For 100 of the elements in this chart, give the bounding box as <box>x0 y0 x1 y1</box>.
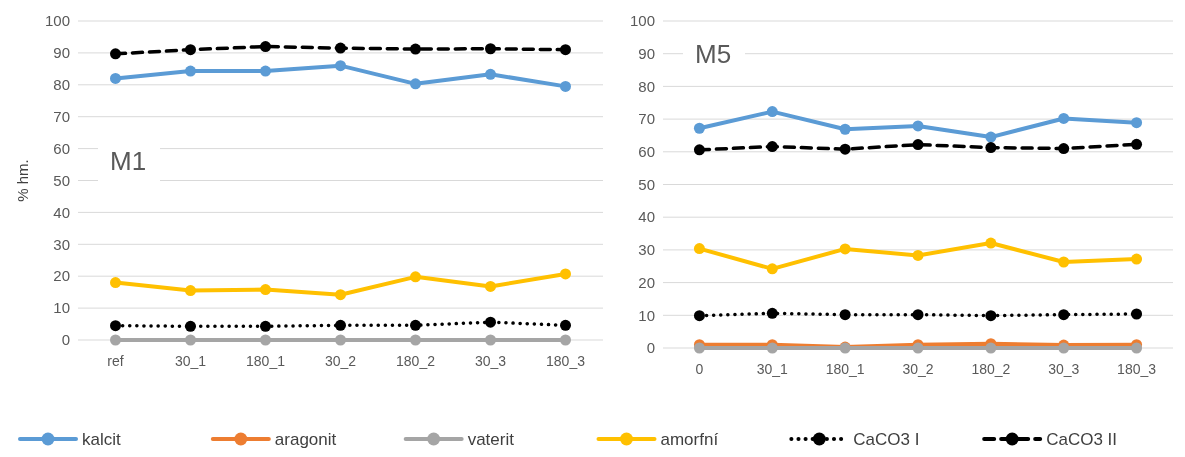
point <box>985 310 997 322</box>
point <box>260 320 271 332</box>
point <box>912 139 924 151</box>
point <box>485 43 496 55</box>
annotation: M1 <box>110 146 147 177</box>
point <box>260 334 271 346</box>
x-tick-label: 0 <box>695 361 704 377</box>
point <box>693 122 705 134</box>
x-tick-label: 180_2 <box>971 361 1011 377</box>
x-tick-label: 30_3 <box>1048 361 1080 377</box>
point <box>335 289 346 301</box>
y-tick-label: 40 <box>638 208 655 226</box>
point <box>185 44 196 56</box>
y-tick-label: 30 <box>638 241 655 259</box>
point <box>110 277 121 289</box>
x-tick-label: ref <box>107 353 124 369</box>
point <box>560 80 571 92</box>
point <box>185 320 196 332</box>
point <box>260 65 271 77</box>
y-tick-label: 10 <box>638 306 655 324</box>
point <box>110 334 121 346</box>
y-tick-label: 0 <box>61 331 70 349</box>
point <box>839 243 851 255</box>
point <box>335 319 346 331</box>
point <box>1131 253 1143 265</box>
x-tick-label: 180_2 <box>396 353 436 369</box>
x-tick-label: 180_3 <box>546 353 586 369</box>
x-tick-label: 180_1 <box>825 361 865 377</box>
y-tick-label: 60 <box>53 139 70 157</box>
y-tick-label: 20 <box>638 273 655 291</box>
point <box>1058 143 1070 155</box>
y-tick-label: 100 <box>629 12 655 30</box>
point <box>485 334 496 346</box>
point <box>410 78 421 90</box>
point <box>485 68 496 80</box>
point <box>560 319 571 331</box>
point <box>985 237 997 249</box>
x-tick-label: 30_2 <box>902 361 934 377</box>
y-tick-label: 90 <box>638 44 655 62</box>
point <box>410 43 421 55</box>
y-tick-label: 80 <box>53 76 70 94</box>
legend-label: vaterit <box>467 429 515 449</box>
point <box>1058 112 1070 124</box>
legend-label: CaCO3 II <box>1046 429 1118 449</box>
point <box>766 141 778 153</box>
point <box>766 307 778 319</box>
point <box>1131 138 1143 150</box>
point <box>766 263 778 275</box>
point <box>1058 256 1070 268</box>
point <box>560 44 571 56</box>
y-tick-label: 100 <box>44 12 70 30</box>
point <box>410 334 421 346</box>
point <box>912 249 924 261</box>
point <box>912 120 924 132</box>
point <box>335 42 346 54</box>
point <box>839 123 851 135</box>
y-tick-label: 10 <box>53 299 70 317</box>
point <box>839 143 851 155</box>
y-tick-label: 70 <box>638 110 655 128</box>
point <box>485 316 496 328</box>
y-tick-label: 70 <box>53 107 70 125</box>
x-tick-label: 180_1 <box>246 353 286 369</box>
y-tick-label: 0 <box>646 339 655 357</box>
y-tick-label: 50 <box>53 171 70 189</box>
y-tick-label: 90 <box>53 44 70 62</box>
point <box>766 106 778 118</box>
point <box>912 309 924 321</box>
point <box>693 243 705 255</box>
y-tick-label: 50 <box>638 175 655 193</box>
point <box>693 310 705 322</box>
y-tick-label: 60 <box>638 143 655 161</box>
legend-label: amorfní <box>660 429 719 449</box>
point <box>985 131 997 143</box>
x-tick-label: 30_1 <box>756 361 789 377</box>
x-tick-label: 30_2 <box>324 353 357 369</box>
point <box>335 60 346 72</box>
point <box>1058 309 1070 321</box>
point <box>260 284 271 296</box>
x-tick-label: 30_3 <box>474 353 507 369</box>
point <box>1131 308 1143 320</box>
x-tick-label: 180_3 <box>1117 361 1157 377</box>
y-tick-label: 80 <box>638 77 655 95</box>
point <box>693 144 705 156</box>
point <box>110 320 121 332</box>
annotation: M5 <box>695 38 732 69</box>
point <box>260 41 271 53</box>
y-tick-label: 30 <box>53 235 70 253</box>
point <box>410 271 421 283</box>
point <box>335 334 346 346</box>
point <box>110 48 121 60</box>
y-axis-title: % hm. <box>14 159 31 202</box>
point <box>185 285 196 297</box>
point <box>839 309 851 321</box>
y-tick-label: 20 <box>53 267 70 285</box>
legend-label: aragonit <box>274 429 337 449</box>
legend-label: CaCO3 I <box>853 429 920 449</box>
point <box>110 72 121 84</box>
point <box>560 334 571 346</box>
point <box>485 280 496 292</box>
point <box>985 342 997 354</box>
